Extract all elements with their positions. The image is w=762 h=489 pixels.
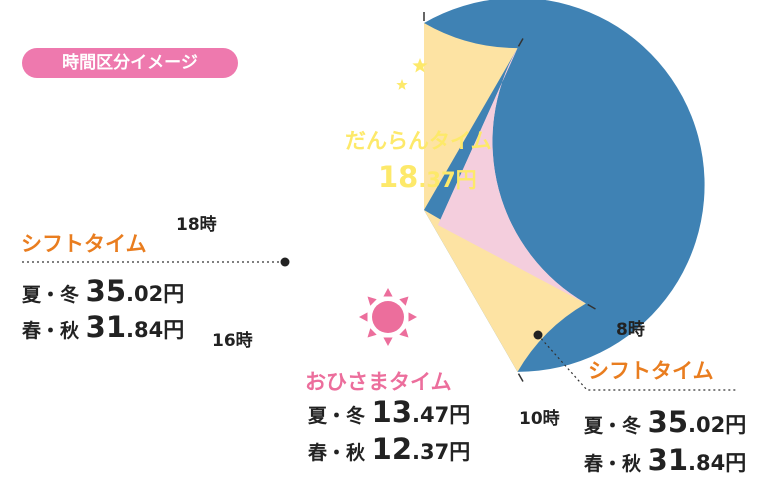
tick-8 [517,373,524,382]
ohisama-season: 春・秋 [308,442,366,464]
ohisama-price-spring-autumn: 春・秋 12.37円 [308,432,470,466]
pie-slice-ohisama-front [438,48,586,304]
leader-dot-shift-right [533,330,543,340]
shift-left-price-dec: .84 [126,318,164,342]
shift-right-price-int: 35 [647,405,688,439]
dannran-price: 18.37円 [378,160,477,194]
sun-ray-icon [383,288,393,297]
shift-right-price-int: 31 [647,443,688,477]
ohisama-label: おひさまタイム [305,370,452,394]
sun-ray-icon [367,296,377,306]
shift-left-price-int: 35 [85,274,126,308]
shift-right-price-summer-winter: 夏・冬 35.02円 [584,405,746,439]
ohisama-price-dec: .47 [412,403,450,427]
tick-10 [587,303,596,310]
ohisama-price-unit: 円 [449,440,471,464]
sun-ray-icon [399,328,409,338]
sun-ray-icon [367,328,377,338]
star-icon [396,79,408,90]
sun-ray-icon [359,312,368,322]
ohisama-price-int: 13 [371,395,412,429]
sun-ray-icon [408,312,417,322]
shift-left-price-int: 31 [85,310,126,344]
pie-slice-shift-right [424,210,586,372]
shift-right-price-unit: 円 [725,413,747,437]
shift-left-season: 夏・冬 [22,284,80,306]
sun-ray-icon [399,296,409,306]
star-icon [412,58,428,73]
leader-dot-shift-left [280,257,290,267]
shift-left-price-unit: 円 [163,318,185,342]
dannran-price-int: 18 [378,160,419,194]
title-badge: 時間区分イメージ [22,48,238,78]
shift-left-label: シフトタイム [21,232,147,256]
sun-icon [372,301,404,333]
tick-16 [517,38,524,47]
hour-label-8: 8時 [616,320,645,340]
shift-right-price-dec: .02 [688,413,726,437]
shift-right-season: 春・秋 [584,453,642,475]
shift-right-price-dec: .84 [688,451,726,475]
ohisama-season: 夏・冬 [308,405,366,427]
shift-right-label: シフトタイム [588,359,714,383]
shift-left-season: 春・秋 [22,320,80,342]
shift-left-price-unit: 円 [163,282,185,306]
hour-label-16: 16時 [212,331,253,351]
hour-label-18: 18時 [176,215,217,235]
ohisama-price-int: 12 [371,432,412,466]
shift-left-price-dec: .02 [126,282,164,306]
dannran-price-dec: .37 [418,168,456,192]
sun-ray-icon [383,337,393,346]
ohisama-price-dec: .37 [412,440,450,464]
shift-right-price-unit: 円 [725,451,747,475]
dannran-label: だんらんタイム [345,129,492,153]
shift-right-price-spring-autumn: 春・秋 31.84円 [584,443,746,477]
shift-right-season: 夏・冬 [584,415,642,437]
shift-left-price-spring-autumn: 春・秋 31.84円 [22,310,184,344]
dannran-price-unit: 円 [455,168,477,192]
ohisama-price-summer-winter: 夏・冬 13.47円 [308,395,470,429]
ohisama-price-unit: 円 [449,403,471,427]
pie-slice-shift-left [424,23,518,210]
hour-label-10: 10時 [519,409,560,429]
shift-left-price-summer-winter: 夏・冬 35.02円 [22,274,184,308]
